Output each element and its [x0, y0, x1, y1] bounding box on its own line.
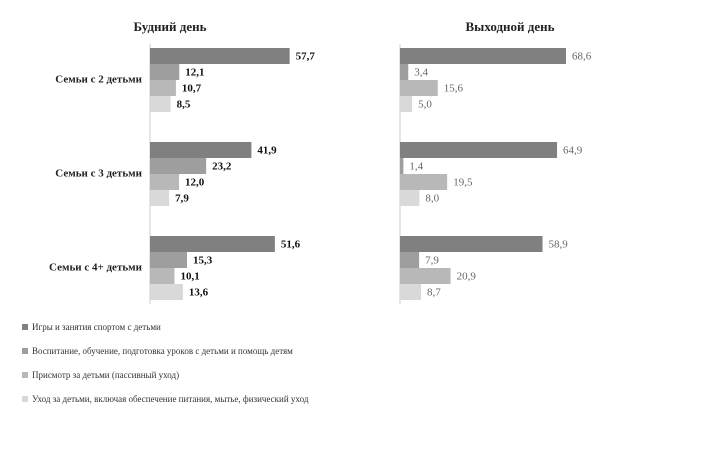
bar [400, 284, 422, 300]
bar [400, 142, 558, 158]
bar [400, 48, 567, 64]
legend-swatch [22, 396, 28, 402]
value-label: 23,2 [212, 161, 232, 173]
chart-title: Выходной день [466, 19, 555, 34]
bar [150, 252, 188, 268]
legend-swatch [22, 324, 28, 330]
value-label: 15,6 [444, 83, 464, 95]
bar [150, 174, 180, 190]
bar [400, 80, 438, 96]
legend: Игры и занятия спортом с детьми Воспитани… [22, 322, 322, 418]
category-label: Семьи с 2 детьми [55, 74, 142, 86]
bar [150, 48, 290, 64]
bar [400, 252, 420, 268]
category-label: Семьи с 4+ детьми [49, 262, 143, 274]
legend-item: Уход за детьми, включая обеспечение пита… [22, 394, 322, 405]
bar [150, 96, 171, 112]
bar [150, 236, 275, 252]
bar [400, 268, 451, 284]
value-label: 8,7 [427, 287, 441, 299]
value-label: 20,9 [457, 271, 477, 283]
bar [150, 284, 183, 300]
value-label: 13,6 [189, 287, 209, 299]
value-label: 19,5 [453, 177, 473, 189]
bar [150, 268, 175, 284]
legend-label: Игры и занятия спортом с детьми [32, 322, 161, 332]
legend-label: Уход за детьми, включая обеспечение пита… [32, 394, 309, 404]
legend-swatch [22, 348, 28, 354]
value-label: 10,1 [180, 271, 199, 283]
bar [400, 64, 409, 80]
value-label: 1,4 [409, 161, 423, 173]
bar [400, 236, 543, 252]
value-label: 8,0 [425, 193, 439, 205]
legend-item: Воспитание, обучение, подготовка уроков … [22, 346, 322, 357]
bar [150, 142, 252, 158]
legend-swatch [22, 372, 28, 378]
bar [400, 190, 420, 206]
chart-title: Будний день [134, 19, 207, 34]
value-label: 7,9 [175, 193, 189, 205]
value-label: 58,9 [549, 239, 569, 251]
value-label: 64,9 [563, 145, 583, 157]
value-label: 7,9 [425, 255, 439, 267]
legend-label: Присмотр за детьми (пассивный уход) [32, 370, 180, 380]
bar [150, 158, 207, 174]
value-label: 10,7 [182, 83, 202, 95]
value-label: 57,7 [296, 51, 316, 63]
legend-label: Воспитание, обучение, подготовка уроков … [32, 346, 293, 356]
value-label: 8,5 [177, 99, 191, 111]
bar [400, 158, 404, 174]
value-label: 68,6 [572, 51, 592, 63]
bar [150, 64, 180, 80]
value-label: 3,4 [414, 67, 428, 79]
value-label: 51,6 [281, 239, 301, 251]
value-label: 12,1 [185, 67, 204, 79]
value-label: 12,0 [185, 177, 205, 189]
legend-item: Игры и занятия спортом с детьми [22, 322, 322, 333]
value-label: 15,3 [193, 255, 213, 267]
bar [150, 80, 176, 96]
legend-item: Присмотр за детьми (пассивный уход) [22, 370, 322, 381]
value-label: 5,0 [418, 99, 432, 111]
value-label: 41,9 [257, 145, 277, 157]
bar [400, 96, 413, 112]
category-label: Семьи с 3 детьми [55, 168, 142, 180]
bar [400, 174, 448, 190]
bar [150, 190, 170, 206]
